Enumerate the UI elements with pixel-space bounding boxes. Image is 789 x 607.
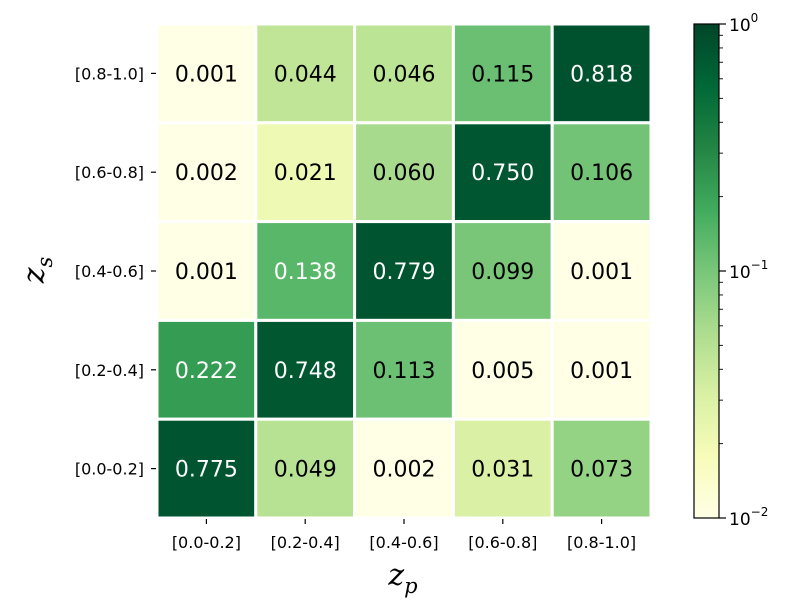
- cell-value-label: 0.031: [471, 458, 534, 483]
- colorbar-ticks: 100 10−1 10−2: [719, 11, 768, 530]
- cell-value-label: 0.222: [175, 359, 238, 384]
- y-axis-label-subscript: s: [33, 256, 57, 267]
- cell-value-label: 0.001: [570, 260, 633, 285]
- x-tick-label: [0.0-0.2]: [172, 533, 241, 552]
- y-tick-label: [0.6-0.8]: [75, 163, 144, 182]
- colorbar-tick-label: 100: [729, 11, 758, 36]
- x-axis-ticks: [0.0-0.2] [0.2-0.4] [0.4-0.6] [0.6-0.8] [0.8…: [172, 519, 636, 552]
- cell-value-label: 0.115: [471, 62, 534, 87]
- x-tick-label: [0.8-1.0]: [567, 533, 636, 552]
- x-tick-label: [0.2-0.4]: [271, 533, 340, 552]
- x-tick-label: [0.6-0.8]: [468, 533, 537, 552]
- cell-value-label: 0.002: [175, 161, 238, 186]
- cell-value-label: 0.060: [373, 161, 436, 186]
- x-axis-label-subscript: p: [404, 574, 417, 598]
- y-tick-label: [0.0-0.2]: [75, 460, 144, 479]
- heatmap-cell: [451, 220, 554, 322]
- cell-value-label: 0.775: [175, 458, 238, 483]
- heatmap-cell: [254, 318, 357, 421]
- heatmap-cell: [254, 417, 357, 520]
- cell-value-label: 0.106: [570, 161, 633, 186]
- cell-value-label: 0.138: [274, 260, 337, 285]
- heatmap-cells: 0.001 0.044 0.046 0.115 0.818 0.002 0.021 0.060…: [155, 22, 653, 520]
- cell-value-label: 0.818: [570, 62, 633, 87]
- cell-value-label: 0.779: [373, 260, 436, 285]
- heatmap-cell: [155, 318, 258, 421]
- cell-value-label: 0.099: [471, 260, 534, 285]
- cell-value-label: 0.005: [471, 359, 534, 384]
- heatmap-cell: [155, 417, 258, 520]
- colorbar-tick-label: 10−2: [729, 505, 768, 530]
- cell-value-label: 0.001: [570, 359, 633, 384]
- colorbar: 100 10−1 10−2: [693, 11, 768, 530]
- heatmap-cell: [254, 220, 357, 322]
- heatmap-cell: [155, 22, 258, 125]
- y-axis-ticks: [0.8-1.0] [0.6-0.8] [0.4-0.6] [0.2-0.4] [0.0…: [75, 64, 156, 479]
- heatmap-cell: [550, 121, 653, 224]
- colorbar-tick-label: 10−1: [729, 258, 768, 283]
- cell-value-label: 0.001: [175, 260, 238, 285]
- x-axis-label: zp: [387, 558, 417, 598]
- heatmap-cell: [550, 318, 653, 421]
- heatmap-cell: [353, 121, 455, 224]
- cell-value-label: 0.750: [471, 161, 534, 186]
- cell-value-label: 0.002: [373, 458, 436, 483]
- cell-value-label: 0.049: [274, 458, 337, 483]
- cell-value-label: 0.021: [274, 161, 337, 186]
- heatmap-cell: [353, 417, 455, 520]
- cell-value-label: 0.001: [175, 62, 238, 87]
- heatmap-cell: [451, 318, 554, 421]
- heatmap-cell: [550, 417, 653, 520]
- x-tick-label: [0.4-0.6]: [369, 533, 438, 552]
- cell-value-label: 0.748: [274, 359, 337, 384]
- colorbar-gradient: [694, 24, 719, 518]
- y-tick-label: [0.2-0.4]: [75, 361, 144, 380]
- cell-value-label: 0.046: [373, 62, 436, 87]
- y-axis-label: zs: [17, 256, 57, 284]
- y-tick-label: [0.8-1.0]: [75, 64, 144, 83]
- cell-value-label: 0.113: [373, 359, 436, 384]
- cell-value-label: 0.073: [570, 458, 633, 483]
- heatmap-cell: [254, 22, 357, 125]
- y-tick-label: [0.4-0.6]: [75, 262, 144, 281]
- cell-value-label: 0.044: [274, 62, 337, 87]
- heatmap-cell: [155, 121, 258, 224]
